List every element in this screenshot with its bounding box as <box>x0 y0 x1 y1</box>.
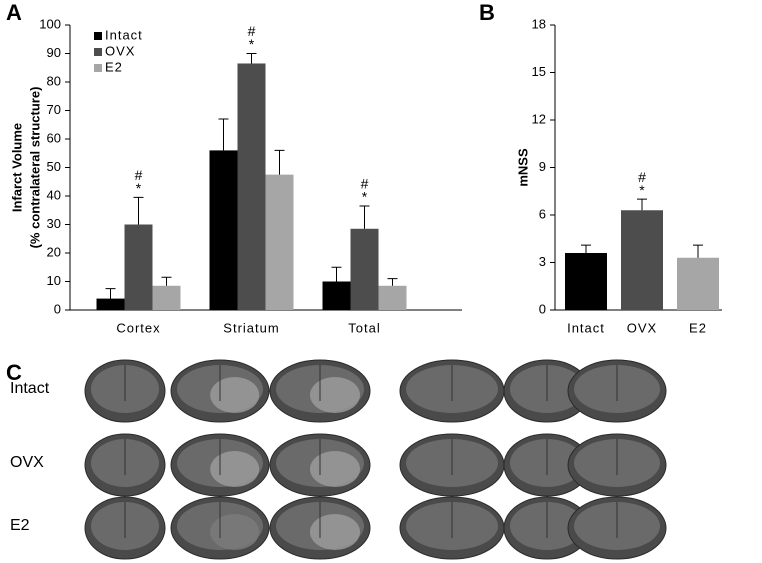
error-bar <box>274 149 285 175</box>
legend-label: E2 <box>105 59 123 74</box>
brain-slice <box>503 359 591 423</box>
y-tick-label: 50 <box>47 159 61 174</box>
error-bar <box>105 288 116 299</box>
brain-slice <box>170 359 270 423</box>
brain-slice <box>399 433 505 497</box>
bar <box>322 281 351 310</box>
error-bar <box>331 266 342 282</box>
y-tick-label: 70 <box>47 102 61 117</box>
brain-slice <box>567 359 667 423</box>
brain-slice <box>567 496 667 560</box>
panel-label: C <box>6 360 22 385</box>
brain-slice <box>84 359 166 423</box>
y-tick-label: 9 <box>539 159 546 174</box>
row-label: E2 <box>10 517 30 534</box>
legend-label: OVX <box>105 43 135 58</box>
bar <box>350 228 379 310</box>
bar <box>124 224 153 310</box>
error-bar <box>637 198 647 211</box>
bar <box>621 210 663 310</box>
brain-slice <box>170 433 270 497</box>
error-bar <box>359 205 370 229</box>
y-tick-label: 0 <box>539 301 546 316</box>
y-tick-label: 20 <box>47 244 61 259</box>
x-tick-label: Intact <box>567 320 605 335</box>
brain-slice <box>399 359 505 423</box>
brain-slice <box>567 433 667 497</box>
brain-slice <box>84 433 166 497</box>
panel-label: B <box>479 0 495 25</box>
brain-slice <box>170 496 270 560</box>
bar <box>237 63 266 310</box>
slice-lesion <box>210 451 260 487</box>
bar <box>565 253 607 310</box>
x-tick-label: Cortex <box>116 320 160 335</box>
x-tick-label: E2 <box>689 320 707 335</box>
slice-lesion <box>310 377 360 413</box>
brain-slice <box>269 359 371 423</box>
annotation: * <box>362 189 368 205</box>
legend-swatch <box>94 32 102 40</box>
y-tick-label: 0 <box>54 301 61 316</box>
slice-lesion <box>210 514 260 550</box>
brain-slice <box>269 496 371 560</box>
y-tick-label: 100 <box>39 16 61 31</box>
y-axis-label: mNSS <box>515 148 530 187</box>
error-bar <box>218 118 229 151</box>
x-tick-label: OVX <box>627 320 657 335</box>
brain-slice <box>503 433 591 497</box>
bar <box>209 150 238 310</box>
y-tick-label: 80 <box>47 73 61 88</box>
error-bar <box>133 196 144 225</box>
slice-lesion <box>310 451 360 487</box>
y-tick-label: 40 <box>47 187 61 202</box>
y-tick-label: 90 <box>47 45 61 60</box>
row-label: Intact <box>10 380 50 397</box>
y-axis-label: (% contralateral structure) <box>27 87 42 249</box>
annotation: # <box>248 23 256 39</box>
y-tick-label: 30 <box>47 216 61 231</box>
brain-slice <box>399 496 505 560</box>
legend-swatch <box>94 64 102 72</box>
annotation: # <box>361 176 369 192</box>
brain-slice <box>84 496 166 560</box>
bar <box>265 174 294 310</box>
brain-slice <box>269 433 371 497</box>
annotation: * <box>136 180 142 196</box>
y-tick-label: 10 <box>47 273 61 288</box>
annotation: # <box>638 169 646 185</box>
annotation: * <box>249 36 255 52</box>
row-label: OVX <box>10 454 44 471</box>
y-tick-label: 18 <box>532 16 546 31</box>
slice-lesion <box>310 514 360 550</box>
bar <box>677 257 719 310</box>
panel-label: A <box>6 0 22 25</box>
error-bar <box>581 244 591 253</box>
legend-swatch <box>94 48 102 56</box>
y-tick-label: 3 <box>539 254 546 269</box>
x-tick-label: Striatum <box>223 320 279 335</box>
annotation: # <box>135 167 143 183</box>
y-tick-label: 15 <box>532 64 546 79</box>
error-bar <box>161 276 172 286</box>
annotation: * <box>639 182 645 198</box>
error-bar <box>246 53 257 64</box>
bar <box>152 285 181 310</box>
y-axis-label: Infarct Volume <box>9 123 24 212</box>
slice-lesion <box>210 377 260 413</box>
y-tick-label: 6 <box>539 206 546 221</box>
legend-label: Intact <box>105 27 143 42</box>
error-bar <box>693 244 703 258</box>
y-tick-label: 60 <box>47 130 61 145</box>
y-tick-label: 12 <box>532 111 546 126</box>
x-tick-label: Total <box>348 320 380 335</box>
bar <box>378 285 407 310</box>
error-bar <box>387 278 398 286</box>
bar <box>96 298 125 310</box>
brain-slice <box>503 496 591 560</box>
